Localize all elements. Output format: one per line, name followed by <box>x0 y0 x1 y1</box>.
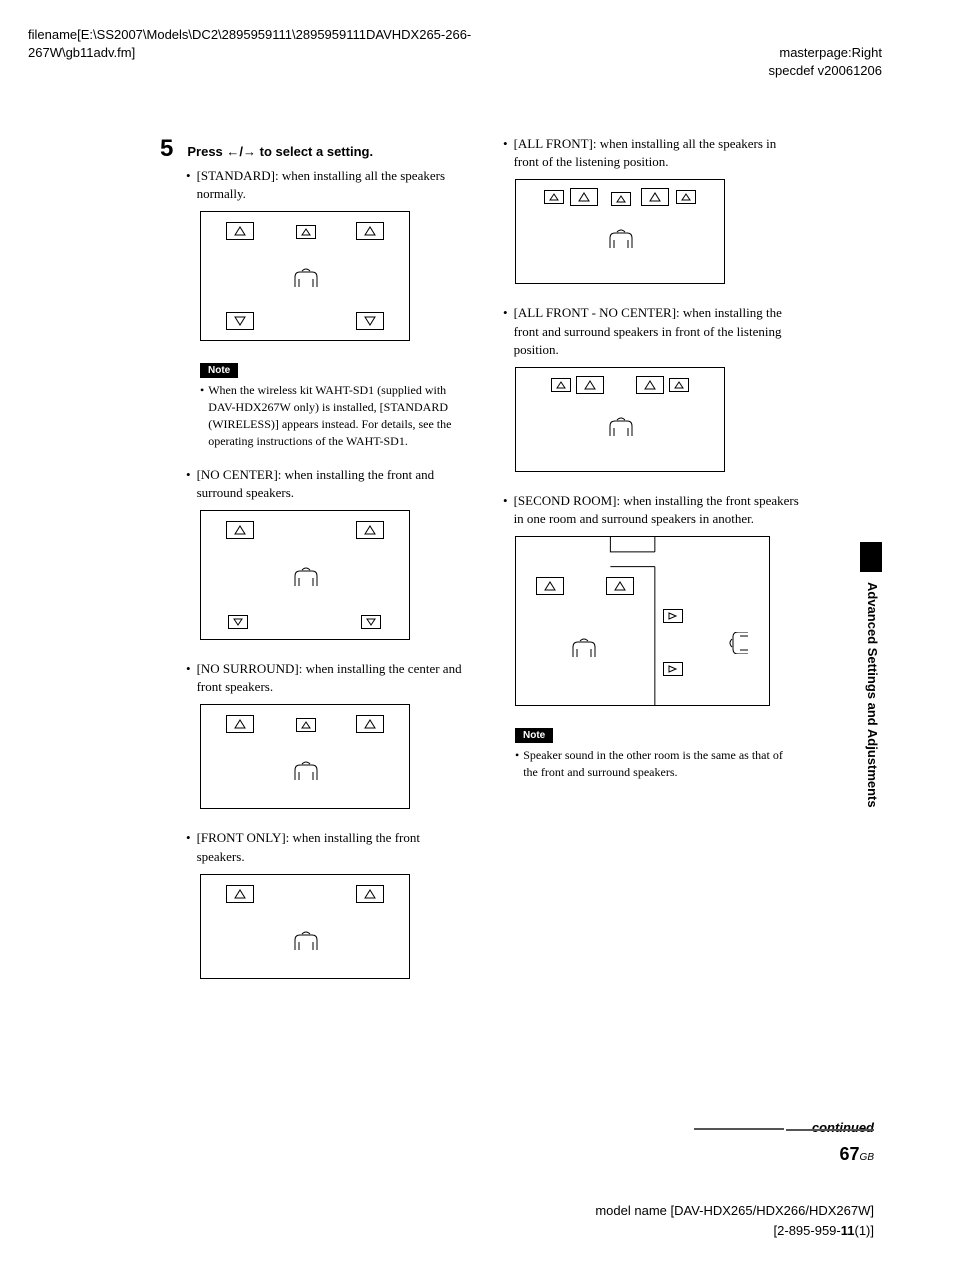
speaker-fl-icon <box>576 376 604 394</box>
masterpage-text: masterpage:Right <box>779 45 882 60</box>
content-columns: 5 Press ←/→ to select a setting. • [STAN… <box>160 135 810 999</box>
speaker-fl-icon <box>570 188 598 206</box>
step-instruction: Press ←/→ to select a setting. <box>187 144 373 159</box>
speaker-c-icon <box>611 192 631 206</box>
layout-standard <box>200 211 410 341</box>
section-title-vertical: Advanced Settings and Adjustments <box>865 582 880 808</box>
speaker-sl-icon <box>544 190 564 204</box>
speaker-fr-icon <box>356 222 384 240</box>
all-front-nc-text: [ALL FRONT - NO CENTER]: when installing… <box>514 304 800 359</box>
speaker-sl-icon <box>551 378 571 392</box>
speaker-fr-icon <box>636 376 664 394</box>
speaker-sr-icon <box>361 615 381 629</box>
bullet-dot: • <box>186 167 191 203</box>
step-5: 5 Press ←/→ to select a setting. <box>160 135 465 163</box>
listener-icon <box>608 228 634 250</box>
arrow-left-right-icon: ←/→ <box>226 144 256 159</box>
layout-no-surround <box>200 704 410 809</box>
speaker-fr-icon <box>356 885 384 903</box>
standard-diagram <box>200 211 465 341</box>
filepath-line1: filename[E:\SS2007\Models\DC2\2895959111… <box>28 27 471 42</box>
layout-second-room <box>515 536 770 706</box>
listener-room1-icon <box>571 637 597 659</box>
page-number: 67GB <box>840 1144 874 1165</box>
all-front-nc-bullet: • [ALL FRONT - NO CENTER]: when installi… <box>503 304 800 359</box>
side-tab-marker <box>860 542 882 572</box>
speaker-fl-icon <box>226 885 254 903</box>
all-front-nc-diagram <box>515 367 800 472</box>
speaker-sr-icon <box>676 190 696 204</box>
speaker-c-icon <box>296 225 316 239</box>
no-center-diagram <box>200 510 465 640</box>
file-path-header: filename[E:\SS2007\Models\DC2\2895959111… <box>28 26 471 62</box>
speaker-sr-icon <box>669 378 689 392</box>
layout-front-only <box>200 874 410 979</box>
all-front-bullet: • [ALL FRONT]: when installing all the s… <box>503 135 800 171</box>
speaker-sl-icon <box>228 615 248 629</box>
filepath-line2: 267W\gb11adv.fm] <box>28 45 135 60</box>
note-label-2: Note <box>515 728 553 743</box>
bullet-dot: • <box>186 466 191 502</box>
front-only-text: [FRONT ONLY]: when installing the front … <box>197 829 465 865</box>
speaker-fl-icon <box>226 715 254 733</box>
no-surround-text: [NO SURROUND]: when installing the cente… <box>197 660 465 696</box>
layout-all-front-nc <box>515 367 725 472</box>
speaker-fl-icon <box>226 521 254 539</box>
front-only-diagram <box>200 874 465 979</box>
no-center-bullet: • [NO CENTER]: when installing the front… <box>186 466 465 502</box>
continued-underline <box>786 1129 874 1131</box>
all-front-diagram <box>515 179 800 284</box>
model-name: model name [DAV-HDX265/HDX266/HDX267W] <box>595 1203 874 1218</box>
speaker-fr-icon <box>641 188 669 206</box>
layout-all-front <box>515 179 725 284</box>
standard-bullet: • [STANDARD]: when installing all the sp… <box>186 167 465 203</box>
right-column: • [ALL FRONT]: when installing all the s… <box>495 135 800 999</box>
front-only-bullet: • [FRONT ONLY]: when installing the fron… <box>186 829 465 865</box>
speaker-fr-icon <box>356 521 384 539</box>
footer-model-info: model name [DAV-HDX265/HDX266/HDX267W] [… <box>595 1201 874 1240</box>
note-label: Note <box>200 363 238 378</box>
doc-ref: [2-895-959-11(1)] <box>774 1223 874 1238</box>
masterpage-header: masterpage:Right specdef v20061206 <box>769 44 882 80</box>
speaker-fl-icon <box>226 222 254 240</box>
no-surround-diagram <box>200 704 465 809</box>
standard-text: [STANDARD]: when installing all the spea… <box>197 167 465 203</box>
listener-room2-icon <box>726 632 752 654</box>
second-room-text: [SECOND ROOM]: when installing the front… <box>514 492 800 528</box>
continued-label: continued <box>812 1120 874 1135</box>
listener-icon <box>293 267 319 289</box>
speaker-room2-b-icon <box>663 662 683 676</box>
listener-icon <box>293 930 319 952</box>
no-center-text: [NO CENTER]: when installing the front a… <box>197 466 465 502</box>
speaker-c-icon <box>296 718 316 732</box>
step-number: 5 <box>160 135 173 163</box>
all-front-text: [ALL FRONT]: when installing all the spe… <box>514 135 800 171</box>
second-room-diagram <box>515 536 800 706</box>
continued-rule <box>694 1128 784 1130</box>
layout-no-center <box>200 510 410 640</box>
bullet-dot: • <box>186 660 191 696</box>
speaker-fl-icon <box>536 577 564 595</box>
listener-icon <box>608 416 634 438</box>
listener-icon <box>293 760 319 782</box>
no-surround-bullet: • [NO SURROUND]: when installing the cen… <box>186 660 465 696</box>
speaker-fr-icon <box>606 577 634 595</box>
room-divider <box>516 537 769 705</box>
bullet-dot: • <box>186 829 191 865</box>
bullet-dot: • <box>503 304 508 359</box>
speaker-fr-icon <box>356 715 384 733</box>
second-room-bullet: • [SECOND ROOM]: when installing the fro… <box>503 492 800 528</box>
left-column: 5 Press ←/→ to select a setting. • [STAN… <box>160 135 465 999</box>
note1-text: •When the wireless kit WAHT-SD1 (supplie… <box>200 382 465 449</box>
speaker-room2-a-icon <box>663 609 683 623</box>
listener-icon <box>293 566 319 588</box>
speaker-sr-icon <box>356 312 384 330</box>
note2-text: •Speaker sound in the other room is the … <box>515 747 800 781</box>
speaker-sl-icon <box>226 312 254 330</box>
specdef-text: specdef v20061206 <box>769 63 882 78</box>
bullet-dot: • <box>503 492 508 528</box>
bullet-dot: • <box>503 135 508 171</box>
